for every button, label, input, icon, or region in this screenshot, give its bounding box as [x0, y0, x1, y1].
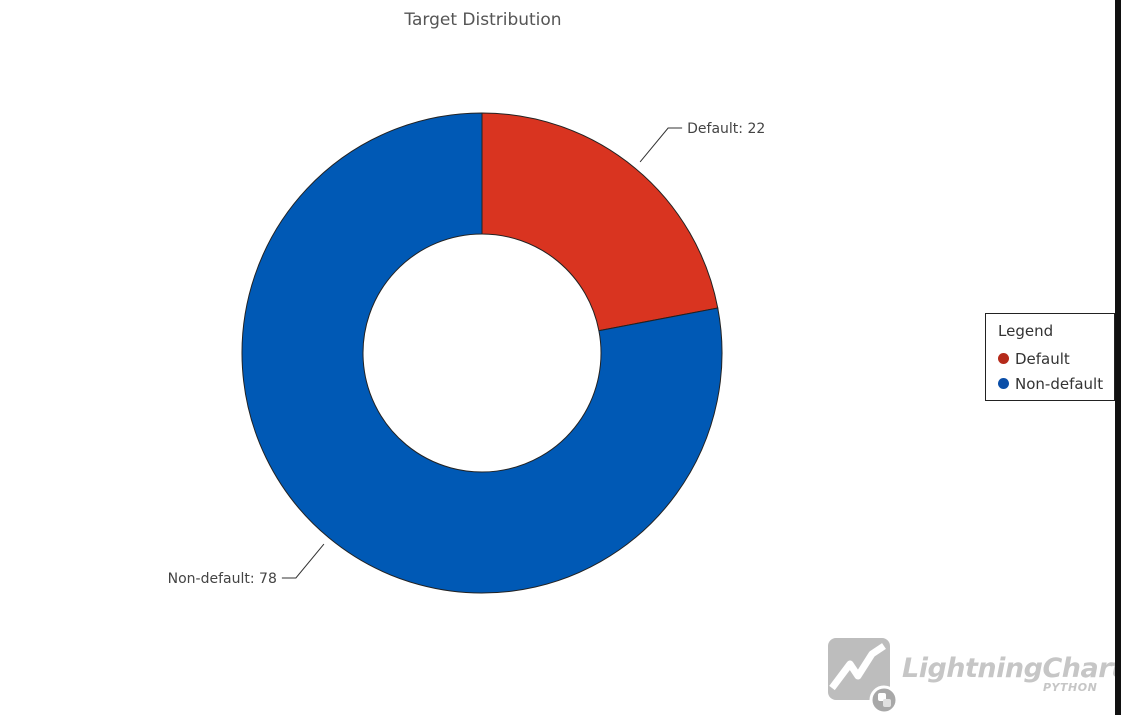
window-edge [1115, 0, 1121, 715]
legend[interactable]: Legend Default Non-default [985, 313, 1115, 401]
slice-non-default[interactable] [241, 112, 723, 594]
donut-slices [241, 112, 723, 594]
legend-marker-default [998, 353, 1009, 364]
legend-item-non-default[interactable]: Non-default [998, 371, 1114, 396]
lightningchart-logo-icon [828, 638, 899, 715]
legend-marker-non-default [998, 378, 1009, 389]
legend-title: Legend [998, 322, 1054, 340]
legend-item-default[interactable]: Default [998, 346, 1114, 371]
legend-label-non-default: Non-default [1015, 374, 1104, 393]
slice-label-non-default: Non-default: 78 [168, 571, 277, 587]
logo-subtitle: PYTHON [1043, 681, 1098, 694]
slice-leader-lines [281, 127, 683, 579]
logo-wordmark: LightningChart® [902, 653, 1121, 684]
legend-label-default: Default [1015, 349, 1070, 368]
chart-title: Target Distribution [404, 10, 562, 30]
slice-default[interactable] [481, 112, 719, 332]
leader-line-non-default [281, 543, 325, 579]
slice-label-default: Default: 22 [687, 121, 765, 137]
leader-line-default [639, 127, 683, 163]
slice-labels: Default: 22 Non-default: 78 [168, 121, 766, 587]
lightningchart-logo: LightningChart® PYTHON [820, 636, 1121, 715]
